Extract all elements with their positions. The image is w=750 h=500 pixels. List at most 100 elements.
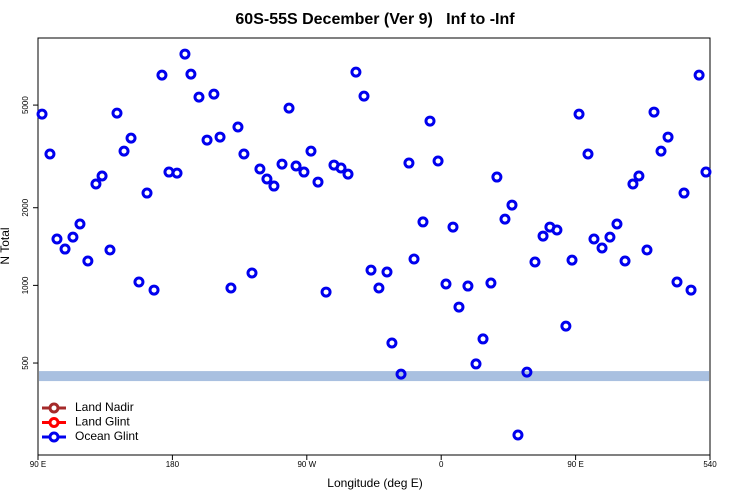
data-point [276,158,288,170]
data-point [201,134,213,146]
legend-marker [48,402,60,414]
data-point [432,155,444,167]
data-point [678,187,690,199]
data-point [648,106,660,118]
legend-marker [48,431,60,443]
data-point [560,320,572,332]
data-point [96,170,108,182]
data-point [408,253,420,265]
data-point [118,145,130,157]
data-point [395,368,407,380]
data-point [305,145,317,157]
data-point [499,213,511,225]
data-point [641,244,653,256]
data-point [512,429,524,441]
y-tick-label: 500 [21,356,30,370]
x-tick-label: 90 W [297,460,316,469]
data-point [685,284,697,296]
data-point [335,162,347,174]
data-point [193,91,205,103]
data-point [537,230,549,242]
y-tick-label: 5000 [21,96,30,114]
data-point [627,178,639,190]
data-point [156,69,168,81]
data-point [604,231,616,243]
legend-label: Land Glint [75,415,130,429]
data-point [700,166,712,178]
data-point [268,180,280,192]
data-point [320,286,332,298]
data-point [470,358,482,370]
data-point [662,131,674,143]
data-point [290,160,302,172]
data-point [477,333,489,345]
data-point [424,115,436,127]
reference-band [39,371,709,382]
data-point [298,166,310,178]
data-point [381,266,393,278]
data-point [350,66,362,78]
data-point [373,282,385,294]
y-tick-label: 2000 [21,198,30,216]
data-point [403,157,415,169]
chart-title: 60S-55S December (Ver 9) Inf to -Inf [235,11,515,28]
plot-frame [37,37,711,456]
legend-label: Ocean Glint [75,429,139,443]
data-point [462,280,474,292]
data-point [440,278,452,290]
data-point [225,282,237,294]
data-point [59,243,71,255]
data-point [104,244,116,256]
legend-marker [48,417,60,428]
data-point [133,276,145,288]
data-point [44,148,56,160]
data-point [179,48,191,60]
data-point [655,145,667,157]
data-point [185,68,197,80]
data-point [506,199,518,211]
data-point [529,256,541,268]
data-point [148,284,160,296]
data-point [82,255,94,267]
data-point [386,337,398,349]
data-point [232,121,244,133]
x-tick-label: 0 [439,460,444,469]
data-point [619,255,631,267]
data-point [214,131,226,143]
data-point [283,102,295,114]
data-point [573,108,585,120]
data-point [693,69,705,81]
data-point [342,168,354,180]
x-axis-label: Longitude (deg E) [327,476,422,490]
data-point [365,264,377,276]
data-point [491,171,503,183]
data-point [566,254,578,266]
x-tick-label: 90 E [567,460,583,469]
x-tick-label: 180 [166,460,180,469]
x-tick-label: 540 [703,460,717,469]
data-point [551,224,563,236]
legend-label: Land Nadir [75,400,134,414]
data-point [447,221,459,233]
data-point [51,233,63,245]
data-point [671,276,683,288]
data-point [611,218,623,230]
data-point [582,148,594,160]
data-point [358,90,370,102]
data-point [485,277,497,289]
data-point [171,167,183,179]
y-tick-label: 1000 [21,276,30,294]
data-point [238,148,250,160]
data-point [417,216,429,228]
data-point [521,366,533,378]
data-point [36,108,48,120]
data-point [312,176,324,188]
data-point [261,173,273,185]
data-point [90,178,102,190]
data-point [633,170,645,182]
data-point [453,301,465,313]
data-point [588,233,600,245]
data-point [125,132,137,144]
y-axis-label: N Total [0,227,12,264]
